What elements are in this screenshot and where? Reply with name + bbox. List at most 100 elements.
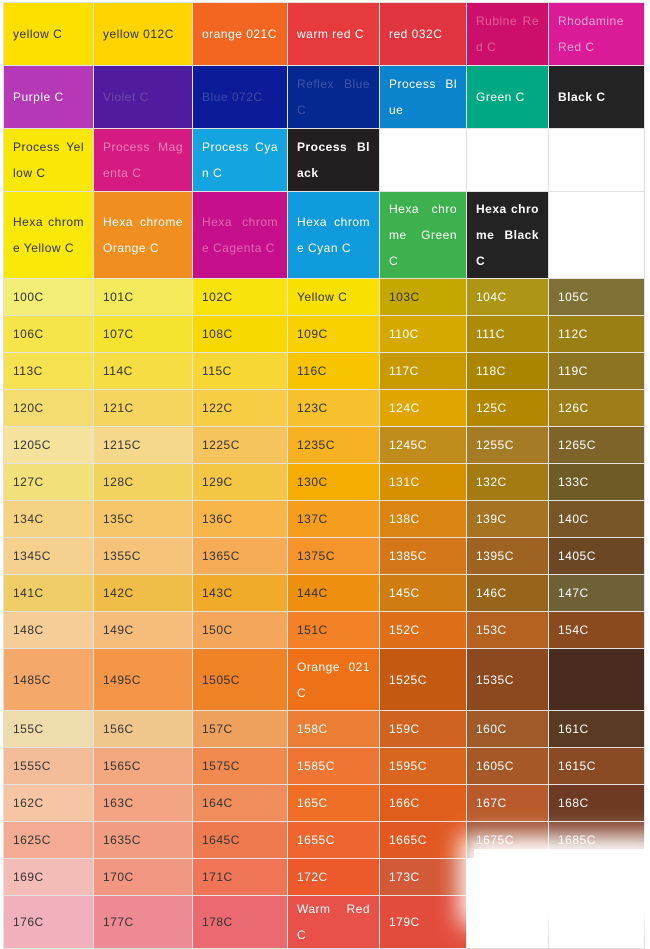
color-swatch: 159C — [379, 710, 467, 748]
color-swatch: 1395C — [466, 537, 549, 575]
color-swatch: Process Black — [287, 128, 380, 192]
empty-cell — [548, 128, 645, 192]
color-swatch: 1635C — [93, 821, 193, 859]
color-swatch: 179C — [379, 895, 467, 949]
chart-row: 120C 121C 122C 123C 124C 125C 126C — [3, 389, 645, 427]
color-swatch: 1615C — [548, 747, 645, 785]
color-swatch: 124C — [379, 389, 467, 427]
empty-cell — [548, 191, 645, 279]
color-swatch: Black C — [548, 65, 645, 129]
chart-row: Hexa chrome Yellow C Hexa chrome Orange C… — [3, 191, 645, 279]
color-swatch: Yellow C — [287, 278, 380, 316]
color-swatch: orange 021C — [192, 2, 288, 66]
color-swatch: 1255C — [466, 426, 549, 464]
color-swatch: Green C — [466, 65, 549, 129]
color-swatch: 1205C — [3, 426, 94, 464]
color-swatch: 1245C — [379, 426, 467, 464]
color-swatch: 165C — [287, 784, 380, 822]
chart-row: 162C 163C 164C 165C 166C 167C 168C — [3, 784, 645, 822]
color-swatch: Process Magenta C — [93, 128, 193, 192]
color-swatch: 118C — [466, 352, 549, 390]
color-swatch: Process Blue — [379, 65, 467, 129]
chart-row: 155C 156C 157C 158C 159C 160C 161C — [3, 710, 645, 748]
color-swatch: 1355C — [93, 537, 193, 575]
color-swatch: 1675C — [466, 821, 549, 859]
color-swatch: 1565C — [93, 747, 193, 785]
empty-cell — [548, 858, 645, 896]
chart-row: 1205C 1215C 1225C 1235C 1245C 1255C 1265C — [3, 426, 645, 464]
color-swatch: 114C — [93, 352, 193, 390]
color-swatch: 146C — [466, 574, 549, 612]
color-swatch: 1655C — [287, 821, 380, 859]
color-swatch: 130C — [287, 463, 380, 501]
color-swatch: 120C — [3, 389, 94, 427]
color-swatch: Warm Red C — [287, 895, 380, 949]
color-swatch: 1485C — [3, 648, 94, 711]
color-swatch: 140C — [548, 500, 645, 538]
chart-row: 141C 142C 143C 144C 145C 146C 147C — [3, 574, 645, 612]
color-swatch: 148C — [3, 611, 94, 649]
color-swatch: 101C — [93, 278, 193, 316]
color-swatch: 113C — [3, 352, 94, 390]
color-swatch: 154C — [548, 611, 645, 649]
color-swatch: 177C — [93, 895, 193, 949]
color-swatch: 1345C — [3, 537, 94, 575]
color-swatch: Rhodamine Red C — [548, 2, 645, 66]
empty-cell — [379, 128, 467, 192]
color-swatch: 1685C — [548, 821, 645, 859]
color-swatch: yellow C — [3, 2, 94, 66]
chart-row: 127C 128C 129C 130C 131C 132C 133C — [3, 463, 645, 501]
color-swatch: 127C — [3, 463, 94, 501]
color-swatch: 131C — [379, 463, 467, 501]
color-swatch: 136C — [192, 500, 288, 538]
color-swatch: 104C — [466, 278, 549, 316]
color-swatch: 121C — [93, 389, 193, 427]
color-swatch: 157C — [192, 710, 288, 748]
color-swatch: 152C — [379, 611, 467, 649]
color-swatch: 128C — [93, 463, 193, 501]
color-swatch: 1575C — [192, 747, 288, 785]
color-swatch: 168C — [548, 784, 645, 822]
color-swatch: 1545C — [548, 648, 645, 711]
color-swatch: 107C — [93, 315, 193, 353]
color-swatch: 172C — [287, 858, 380, 896]
color-swatch: 1505C — [192, 648, 288, 711]
color-swatch: 119C — [548, 352, 645, 390]
color-swatch: Reflex Blue C — [287, 65, 380, 129]
chart-row: Process Yellow C Process Magenta C Process… — [3, 128, 645, 192]
color-swatch: 103C — [379, 278, 467, 316]
color-swatch: 141C — [3, 574, 94, 612]
color-swatch: 1625C — [3, 821, 94, 859]
color-swatch: 164C — [192, 784, 288, 822]
color-swatch: 1235C — [287, 426, 380, 464]
color-swatch: Process Cyan C — [192, 128, 288, 192]
empty-cell — [466, 858, 549, 896]
chart-row: 113C 114C 115C 116C 117C 118C 119C — [3, 352, 645, 390]
color-swatch: Hexa chrome Orange C — [93, 191, 193, 279]
color-swatch: 1215C — [93, 426, 193, 464]
color-swatch: 170C — [93, 858, 193, 896]
color-swatch: Process Yellow C — [3, 128, 94, 192]
color-swatch: 160C — [466, 710, 549, 748]
color-swatch: warm red C — [287, 2, 380, 66]
color-swatch: 109C — [287, 315, 380, 353]
color-swatch: 1365C — [192, 537, 288, 575]
color-swatch: 161C — [548, 710, 645, 748]
color-swatch: 110C — [379, 315, 467, 353]
color-swatch: 155C — [3, 710, 94, 748]
color-swatch: 145C — [379, 574, 467, 612]
empty-cell — [548, 895, 645, 949]
color-swatch: 156C — [93, 710, 193, 748]
color-swatch: 1375C — [287, 537, 380, 575]
color-swatch: 115C — [192, 352, 288, 390]
color-swatch: 166C — [379, 784, 467, 822]
chart-row: 148C 149C 150C 151C 152C 153C 154C — [3, 611, 645, 649]
color-swatch: 143C — [192, 574, 288, 612]
color-swatch: 171C — [192, 858, 288, 896]
color-swatch: 173C — [379, 858, 467, 896]
color-swatch: 111C — [466, 315, 549, 353]
color-swatch: 125C — [466, 389, 549, 427]
color-swatch: Purple C — [3, 65, 94, 129]
